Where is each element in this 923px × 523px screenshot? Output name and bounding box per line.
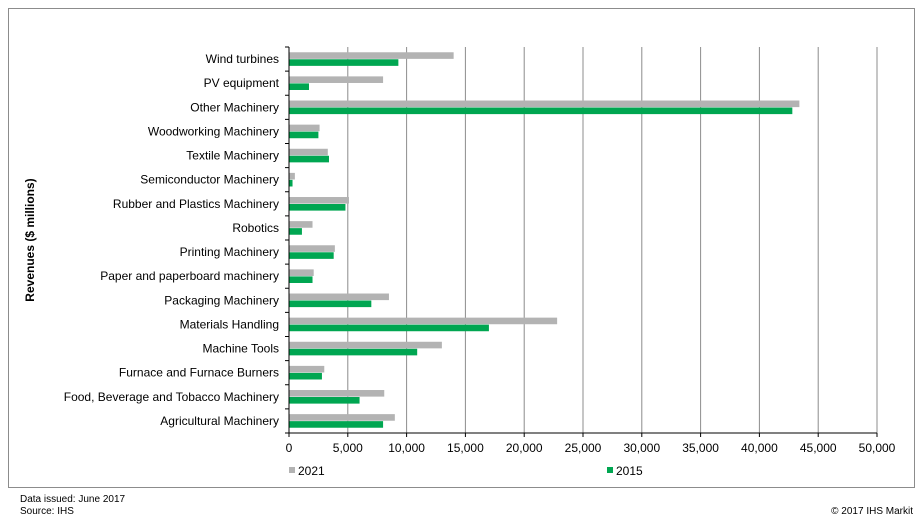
bar-2015 <box>289 131 319 139</box>
x-tick-label: 40,000 <box>741 441 778 455</box>
x-tick-label: 10,000 <box>388 441 425 455</box>
chart-frame: Wind turbines PV equipment Other Machinery… <box>8 8 915 488</box>
bar-2015 <box>289 372 322 380</box>
bar-2021 <box>289 148 328 156</box>
legend-label-2015: 2015 <box>616 464 643 478</box>
category-label: Machine Tools <box>203 342 280 356</box>
category-label: Furnace and Furnace Burners <box>119 366 279 380</box>
bar-2015 <box>289 252 334 259</box>
bar-2021 <box>289 52 454 59</box>
x-tick-label: 20,000 <box>506 441 543 455</box>
legend-swatch-2021 <box>289 467 295 473</box>
category-label: Semiconductor Machinery <box>140 173 279 187</box>
category-label: Other Machinery <box>190 100 279 114</box>
bar-2021 <box>289 293 389 301</box>
category-label: Agricultural Machinery <box>160 414 279 428</box>
legend-swatch-2015 <box>607 467 613 473</box>
bar-2015 <box>289 179 293 187</box>
category-label: Robotics <box>232 221 279 235</box>
bar-2015 <box>289 300 372 308</box>
category-label: Paper and paperboard machinery <box>100 269 279 283</box>
x-tick-label: 45,000 <box>800 441 837 455</box>
bar-2021 <box>289 365 325 373</box>
x-tick-label: 35,000 <box>682 441 719 455</box>
x-tick-label: 15,000 <box>447 441 484 455</box>
data-issued-note: Data issued: June 2017 <box>20 494 126 505</box>
category-label: PV equipment <box>204 76 280 90</box>
bar-2021 <box>289 124 320 132</box>
bar-2015 <box>289 59 399 66</box>
bar-2021 <box>289 221 313 228</box>
bar-chart: Wind turbines PV equipment Other Machinery… <box>23 46 896 478</box>
bar-2015 <box>289 155 329 163</box>
y-axis-title: Revenues ($ millions) <box>23 178 37 301</box>
source-note: Source: IHS <box>20 506 74 517</box>
category-label: Materials Handling <box>180 317 279 331</box>
bar-2021 <box>289 317 558 325</box>
category-label: Wind turbines <box>206 52 279 66</box>
bar-2015 <box>289 83 309 90</box>
bar-2021 <box>289 269 314 276</box>
category-label: Textile Machinery <box>186 149 279 163</box>
bar-2015 <box>289 421 384 428</box>
category-label: Packaging Machinery <box>164 293 279 307</box>
bar-2015 <box>289 228 302 235</box>
category-label: Woodworking Machinery <box>148 124 279 138</box>
x-tick-label: 25,000 <box>565 441 602 455</box>
bar-2021 <box>289 341 442 349</box>
legend-label-2021: 2021 <box>298 464 325 478</box>
bar-2021 <box>289 414 395 421</box>
x-tick-label: 30,000 <box>623 441 660 455</box>
category-label: Printing Machinery <box>180 245 279 259</box>
category-label: Rubber and Plastics Machinery <box>113 197 279 211</box>
x-tick-label: 5,000 <box>333 441 363 455</box>
bar-2015 <box>289 276 313 283</box>
bar-2021 <box>289 245 335 252</box>
bar-2015 <box>289 397 360 404</box>
category-label: Food, Beverage and Tobacco Machinery <box>64 390 279 404</box>
copyright-note: © 2017 IHS Markit <box>831 506 913 517</box>
x-tick-label: 0 <box>286 441 293 455</box>
bar-2015 <box>289 107 793 115</box>
bar-2015 <box>289 204 346 211</box>
bar-2015 <box>289 348 418 356</box>
x-tick-label: 50,000 <box>859 441 896 455</box>
bar-2021 <box>289 100 800 108</box>
bar-2021 <box>289 76 384 83</box>
bar-2021 <box>289 172 295 180</box>
bar-2021 <box>289 390 385 397</box>
bar-2015 <box>289 324 489 332</box>
bar-2021 <box>289 197 349 204</box>
